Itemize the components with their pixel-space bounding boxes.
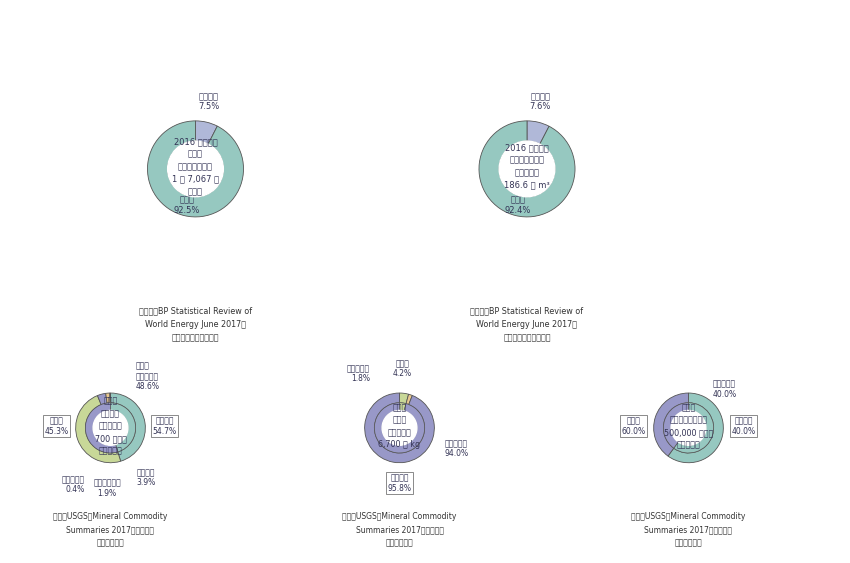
Wedge shape: [105, 393, 110, 403]
Wedge shape: [406, 394, 412, 405]
Wedge shape: [400, 403, 406, 411]
Text: アフリカ
40.0%: アフリカ 40.0%: [732, 417, 756, 436]
Circle shape: [382, 410, 417, 445]
Text: ザンビア
3.9%: ザンビア 3.9%: [137, 468, 156, 488]
Wedge shape: [400, 393, 409, 404]
Text: その他
92.5%: その他 92.5%: [173, 195, 200, 215]
Text: 資料：USGS「Mineral Commodity
Summaries 2017」から経済
作業省作成。: 資料：USGS「Mineral Commodity Summaries 2017…: [343, 512, 456, 548]
Wedge shape: [110, 393, 145, 461]
Text: 世界の
白金族
確認埋蔵量
6,700 万 kg: 世界の 白金族 確認埋蔵量 6,700 万 kg: [378, 403, 421, 449]
Text: 資料：「BP Statistical Review of
World Energy June 2017」
から経済産業省作成。: 資料：「BP Statistical Review of World Energ…: [470, 307, 584, 342]
Text: その他
60.0%: その他 60.0%: [621, 417, 645, 436]
Wedge shape: [98, 394, 107, 405]
Text: 資料：「BP Statistical Review of
World Energy June 2017」
から経済産業省作成。: 資料：「BP Statistical Review of World Energ…: [139, 307, 252, 342]
Wedge shape: [668, 393, 723, 463]
Wedge shape: [110, 403, 136, 452]
Text: 世界の
コバルト
確認埋蔵量
700 万メト
リックトン: 世界の コバルト 確認埋蔵量 700 万メト リックトン: [94, 397, 127, 455]
Text: アフリカ
7.5%: アフリカ 7.5%: [198, 92, 219, 111]
Wedge shape: [148, 121, 243, 217]
Text: アフリカ
95.8%: アフリカ 95.8%: [388, 473, 411, 493]
Text: アフリカ
54.7%: アフリカ 54.7%: [152, 417, 177, 436]
Wedge shape: [365, 393, 434, 463]
Text: その他
45.3%: その他 45.3%: [44, 417, 69, 436]
Wedge shape: [674, 403, 714, 453]
Text: その他
92.4%: その他 92.4%: [505, 195, 531, 215]
Text: 南アフリカ
94.0%: 南アフリカ 94.0%: [445, 439, 469, 458]
Circle shape: [671, 410, 706, 445]
Wedge shape: [196, 121, 218, 144]
Wedge shape: [527, 121, 549, 144]
Text: コンゴ
民主共和国
48.6%: コンゴ 民主共和国 48.6%: [136, 361, 160, 391]
Text: 資料：USGS「Mineral Commodity
Summaries 2017」から経済
作業省作成。: 資料：USGS「Mineral Commodity Summaries 2017…: [632, 512, 745, 548]
Wedge shape: [85, 403, 118, 453]
Text: マダガスカル
1.9%: マダガスカル 1.9%: [94, 479, 121, 498]
Wedge shape: [479, 121, 575, 217]
Text: その他
4.2%: その他 4.2%: [393, 359, 412, 378]
Text: アフリカ
7.6%: アフリカ 7.6%: [530, 92, 551, 111]
Text: 世界の
クロム確認埋蔵量
500,000 千メタ
リックトン: 世界の クロム確認埋蔵量 500,000 千メタ リックトン: [664, 403, 713, 449]
Circle shape: [93, 410, 128, 445]
Text: 2016 年末時点
世界の
原油確認埋蔵量
1 兆 7,067 億
バレル: 2016 年末時点 世界の 原油確認埋蔵量 1 兆 7,067 億 バレル: [172, 137, 219, 196]
Circle shape: [499, 141, 555, 196]
Circle shape: [167, 141, 224, 196]
Text: 2016 年末時点
世界の天然ガス
確認埋蔵量
186.6 兆 m³: 2016 年末時点 世界の天然ガス 確認埋蔵量 186.6 兆 m³: [504, 143, 550, 190]
Wedge shape: [76, 396, 121, 463]
Wedge shape: [374, 403, 425, 453]
Wedge shape: [654, 393, 688, 456]
Text: ジンバブエ
1.8%: ジンバブエ 1.8%: [347, 364, 370, 383]
Wedge shape: [663, 403, 688, 448]
Text: 南アフリカ
40.0%: 南アフリカ 40.0%: [713, 380, 737, 399]
Text: 資料：USGS「Mineral Commodity
Summaries 2017」から経済
作業省作成。: 資料：USGS「Mineral Commodity Summaries 2017…: [54, 512, 167, 548]
Text: 南アフリカ
0.4%: 南アフリカ 0.4%: [61, 475, 84, 494]
